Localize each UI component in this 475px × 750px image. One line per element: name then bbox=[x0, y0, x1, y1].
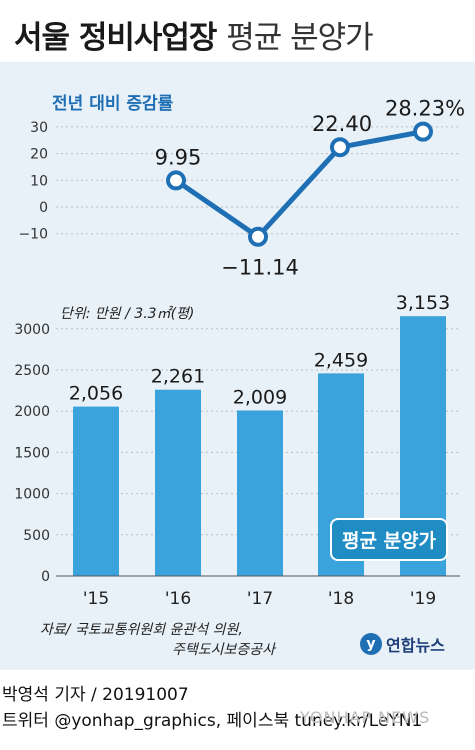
line-tick-label: 10 bbox=[30, 173, 48, 189]
bar-tick-label: 500 bbox=[23, 528, 50, 544]
source-line-2: 주택도시보증공사 bbox=[172, 642, 276, 658]
bar bbox=[73, 406, 119, 576]
bar-tick-label: 3000 bbox=[14, 322, 50, 338]
logo-text: 연합뉴스 bbox=[386, 636, 445, 655]
byline: 박영석 기자 / 20191007 bbox=[2, 685, 189, 705]
line-point bbox=[166, 170, 186, 191]
bar-data-label: 2,261 bbox=[151, 366, 205, 388]
bar-data-label: 2,056 bbox=[69, 383, 123, 405]
yonhap-logo: y 연합뉴스 bbox=[360, 632, 445, 656]
line-series bbox=[174, 129, 424, 240]
bar-category-label: '18 bbox=[328, 589, 354, 609]
line-data-label: 22.40 bbox=[312, 112, 372, 136]
line-tick-label: 30 bbox=[30, 120, 48, 136]
bar-tick-label: 1000 bbox=[14, 487, 50, 503]
page-title: 서울 정비사업장 평균 분양가 bbox=[14, 12, 374, 57]
bar-unit-label: 단위: 만원 / 3.3㎡(평) bbox=[60, 305, 194, 322]
line-tick-label: −10 bbox=[18, 227, 48, 243]
bar-legend: 평균 분양가 bbox=[330, 518, 449, 561]
line-data-label: 9.95 bbox=[155, 145, 202, 169]
bar-tick-label: 2000 bbox=[14, 404, 50, 420]
line-tick-label: 20 bbox=[30, 147, 48, 163]
bar-category-label: '16 bbox=[165, 589, 191, 609]
footer: 박영석 기자 / 20191007 트위터 @yonhap_graphics, … bbox=[0, 680, 475, 750]
title-main: 서울 정비사업장 bbox=[14, 20, 217, 56]
price-bar-chart: 단위: 만원 / 3.3㎡(평) 3000 2500 2000 1500 1000 500 0… bbox=[14, 292, 460, 609]
bar bbox=[155, 389, 201, 576]
bar-data-label: 2,459 bbox=[314, 349, 368, 371]
yonhap-logo-icon: y bbox=[360, 633, 382, 655]
source-line-1: 자료/ 국토교통위원회 윤관석 의원, bbox=[40, 622, 243, 638]
line-tick-label: 0 bbox=[39, 200, 48, 216]
bar bbox=[237, 410, 283, 576]
bar-tick-label: 0 bbox=[41, 569, 50, 585]
bar-data-label: 3,153 bbox=[396, 292, 450, 314]
social-links: 트위터 @yonhap_graphics, 페이스북 tuney.kr/LeYN… bbox=[2, 711, 423, 731]
title-sub: 평균 분양가 bbox=[226, 20, 373, 56]
line-point bbox=[330, 137, 350, 158]
bar-category-label: '17 bbox=[247, 589, 273, 609]
watermark: YONHAP NEWS bbox=[300, 708, 431, 727]
line-point bbox=[248, 226, 268, 247]
line-point bbox=[413, 121, 433, 142]
bar-tick-label: 1500 bbox=[14, 445, 50, 461]
bar-category-label: '19 bbox=[410, 589, 436, 609]
line-data-label: 28.23% bbox=[385, 97, 465, 121]
source-note: 자료/ 국토교통위원회 윤관석 의원, 주택도시보증공사 bbox=[40, 620, 275, 660]
bar-data-label: 2,009 bbox=[233, 386, 287, 408]
bar-category-label: '15 bbox=[83, 589, 109, 609]
line-data-label: −11.14 bbox=[221, 256, 299, 280]
bar-tick-label: 2500 bbox=[14, 363, 50, 379]
line-title: 전년 대비 증감률 bbox=[52, 94, 174, 114]
